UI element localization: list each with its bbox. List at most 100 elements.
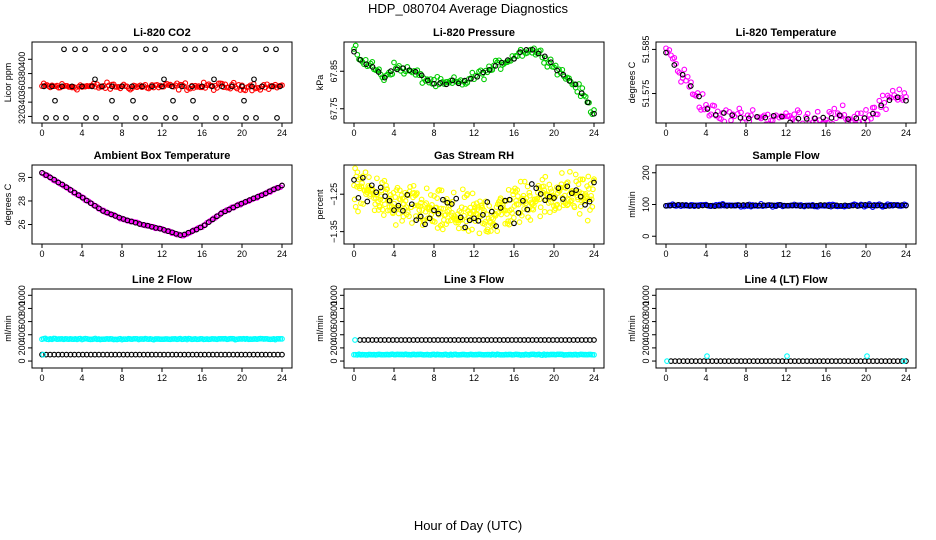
data-point — [575, 181, 582, 187]
data-point — [469, 226, 475, 233]
data-point — [523, 47, 530, 53]
data-point — [455, 80, 462, 87]
panel-4: Ambient Box Temperature degrees C 0 4 8 12 16 2… — [3, 150, 293, 259]
data-point — [511, 55, 517, 62]
data-point — [109, 83, 115, 90]
data-point — [591, 176, 597, 182]
data-point — [377, 196, 384, 203]
data-point — [516, 219, 523, 225]
data-point — [390, 210, 396, 217]
data-point — [506, 196, 513, 203]
data-point — [510, 214, 517, 221]
x-tick-label: 8 — [431, 249, 436, 259]
data-point — [527, 217, 534, 223]
data-point — [838, 113, 844, 120]
data-point — [480, 69, 487, 76]
series-2 — [39, 351, 285, 358]
data-point — [243, 115, 249, 121]
y-tick-label: 600 — [17, 314, 27, 329]
y-tick-label: 800 — [329, 301, 339, 316]
data-point — [749, 107, 756, 113]
data-point — [362, 169, 369, 176]
data-point — [572, 81, 579, 88]
data-point — [791, 111, 798, 118]
data-point — [174, 80, 180, 87]
series-1 — [663, 45, 909, 123]
data-point — [870, 202, 877, 209]
data-point — [445, 218, 451, 224]
data-point — [864, 353, 870, 359]
data-point — [547, 209, 553, 216]
panel-title: Li-820 Temperature — [736, 27, 837, 39]
x-tick-label: 24 — [277, 373, 287, 383]
data-point — [175, 86, 182, 93]
data-point — [497, 195, 504, 202]
data-point — [232, 46, 238, 53]
data-point — [547, 56, 554, 63]
data-point — [388, 68, 394, 74]
y-tick-label: −1.35 — [329, 220, 339, 243]
data-point — [89, 83, 95, 90]
data-point — [899, 97, 906, 103]
plot-frame — [655, 288, 917, 369]
data-point — [768, 202, 775, 209]
data-point — [728, 117, 734, 123]
data-point — [541, 208, 548, 215]
data-point — [49, 83, 55, 90]
y-tick-label: 0 — [641, 234, 651, 239]
y-tick-label: 67.85 — [329, 60, 339, 83]
data-point — [109, 97, 115, 104]
y-tick-label: 0 — [641, 359, 651, 364]
data-point — [846, 203, 852, 209]
y-tick-label: 800 — [17, 301, 27, 316]
x-tick-label: 16 — [821, 128, 831, 138]
data-point — [239, 83, 245, 90]
data-point — [357, 57, 364, 63]
plot-points — [39, 169, 285, 239]
data-point — [589, 203, 596, 210]
plot-points — [664, 353, 909, 364]
y-tick-label: 1000 — [329, 285, 339, 305]
data-point — [868, 115, 874, 122]
data-point — [497, 205, 504, 211]
data-point — [395, 202, 402, 209]
data-point — [691, 202, 698, 209]
data-point — [271, 351, 277, 358]
data-point — [591, 351, 597, 358]
data-point — [591, 337, 597, 343]
data-point — [379, 206, 386, 213]
data-point — [469, 69, 476, 76]
series-3 — [40, 351, 46, 358]
data-point — [552, 62, 559, 69]
data-point — [831, 105, 838, 112]
data-point — [531, 45, 537, 52]
data-point — [436, 187, 443, 193]
data-point — [382, 201, 388, 208]
data-point — [99, 83, 105, 90]
data-point — [486, 66, 493, 73]
data-point — [443, 81, 450, 88]
data-point — [265, 86, 272, 92]
data-point — [754, 113, 760, 120]
x-tick-label: 4 — [703, 128, 708, 138]
data-point — [696, 93, 702, 100]
data-point — [459, 186, 466, 193]
data-point — [79, 83, 85, 90]
y-tick-label: 67.75 — [329, 97, 339, 120]
data-point — [533, 185, 540, 192]
x-tick-label: 16 — [197, 373, 207, 383]
data-point — [209, 216, 216, 223]
data-point — [422, 221, 428, 228]
x-tick-label: 24 — [901, 249, 911, 259]
data-point — [471, 215, 477, 222]
data-point — [896, 86, 903, 93]
data-point — [787, 119, 793, 123]
data-point — [679, 71, 686, 78]
data-point — [464, 191, 471, 197]
data-point — [437, 80, 444, 86]
figure-x-axis-label: Hour of Day (UTC) — [413, 518, 523, 533]
y-tick-label: 1000 — [641, 285, 651, 305]
x-tick-label: 12 — [157, 128, 167, 138]
data-point — [92, 202, 98, 209]
data-point — [273, 46, 279, 53]
